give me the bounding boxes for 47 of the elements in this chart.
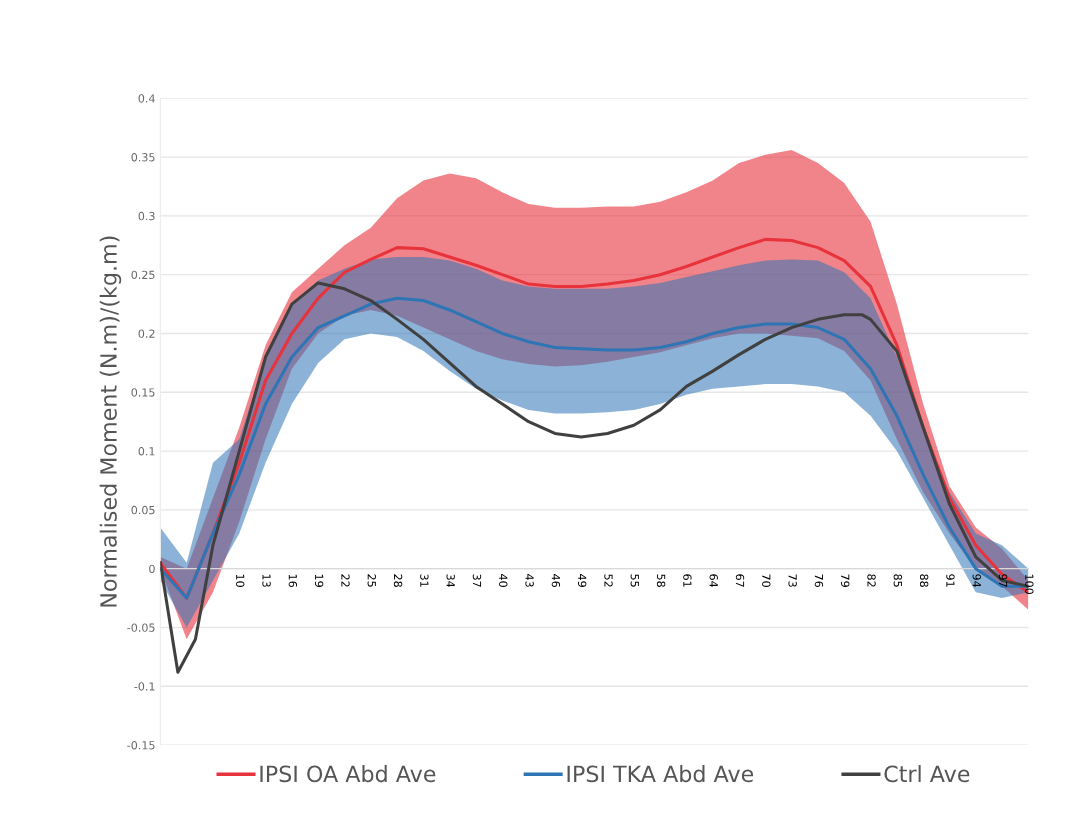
legend-label: IPSI OA Abd Ave [260,765,436,783]
x-tick-label: 82 [867,574,876,587]
x-tick-label: 97 [998,574,1008,587]
x-tick-label: 67 [735,574,745,587]
y-tick-label: 0.3 [138,211,155,221]
y-tick-label: 0.35 [131,153,155,162]
y-tick-label: 0.4 [138,94,155,103]
y-tick-label: 0.05 [131,505,155,515]
x-tick-label: 22 [341,574,350,587]
x-tick-label: 91 [946,574,955,587]
x-tick-label: 31 [420,574,429,587]
x-tick-label: 94 [972,574,981,588]
x-tick-label: 70 [762,574,771,587]
x-tick-label: 76 [814,574,824,587]
x-tick-label: 85 [893,574,903,587]
x-tick-label: 43 [525,574,534,587]
y-axis-title: Normalised Moment (N.m)/(kg.m) [99,236,122,607]
x-tick-label: 61 [683,574,692,587]
x-tick-label: 46 [551,574,561,587]
x-tick-label: 73 [788,574,797,587]
x-tick-label: 40 [499,574,508,587]
x-tick-label: 25 [367,574,376,587]
x-tick-label: 79 [841,574,850,587]
y-tick-label: -0.15 [127,741,155,750]
x-tick-label: 52 [604,574,613,587]
x-tick-label: 58 [656,574,666,587]
x-tick-label: 13 [262,574,271,587]
x-tick-label: 34 [446,574,455,588]
x-tick-label: 55 [630,574,639,587]
y-tick-label: 0.15 [131,388,155,397]
y-tick-label: -0.1 [134,682,155,691]
x-tick-label: 10 [236,574,245,587]
y-tick-label: 0.2 [138,329,155,338]
x-tick-label: 16 [288,574,298,587]
y-tick-label: 0.1 [138,447,155,456]
x-tick-label: 88 [919,574,929,587]
x-tick-label: 37 [472,574,482,587]
x-tick-label: 64 [709,574,718,588]
y-tick-label: -0.05 [127,623,155,632]
legend-label: Ctrl Ave [884,765,970,783]
legend-label: IPSI TKA Abd Ave [567,765,754,783]
x-tick-label: 100 [1025,574,1034,595]
y-tick-label: 0 [149,564,155,574]
x-tick-label: 28 [393,574,403,587]
y-tick-label: 0.25 [131,270,155,280]
x-tick-label: 49 [577,574,587,587]
x-tick-label: 19 [314,574,324,587]
